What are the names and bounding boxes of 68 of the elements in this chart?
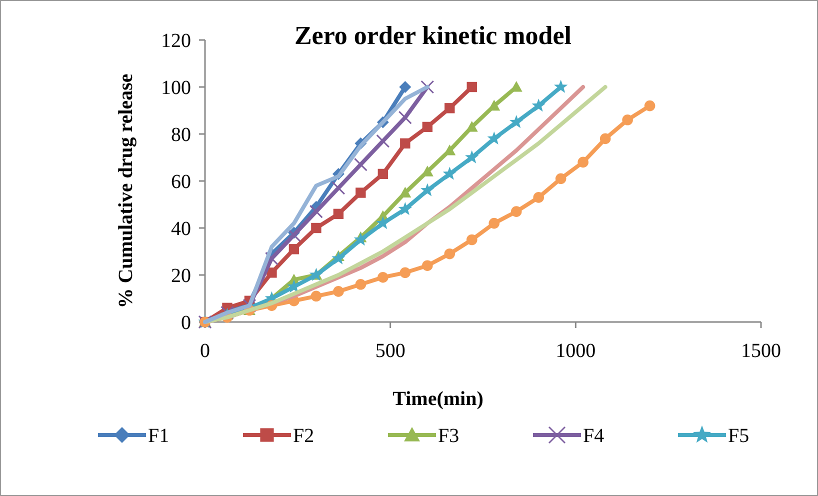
point (488, 100, 500, 111)
point (510, 115, 524, 128)
point (533, 192, 544, 203)
y-tick-label: 60 (171, 171, 191, 193)
point (644, 100, 656, 112)
point (288, 244, 300, 254)
point (444, 103, 455, 114)
y-tick-label: 100 (161, 77, 191, 99)
point (466, 120, 478, 132)
point (311, 222, 322, 234)
point (488, 218, 500, 229)
point (420, 183, 434, 196)
point (333, 286, 344, 297)
point (287, 228, 301, 242)
point (354, 158, 368, 172)
point (310, 290, 322, 302)
point (333, 208, 344, 219)
point (398, 110, 412, 124)
point (422, 260, 433, 271)
y-axis-title: % Cumulative drug release (115, 74, 137, 308)
point (399, 186, 412, 198)
point (422, 122, 432, 132)
point (400, 138, 410, 148)
y-tick-label: 0 (181, 312, 191, 334)
x-tick-label: 500 (375, 340, 406, 362)
point (332, 181, 346, 195)
legend-label: F5 (728, 425, 750, 447)
legend-label: F2 (293, 425, 314, 447)
point (378, 168, 388, 180)
legend-label: F4 (583, 425, 604, 447)
chart-title: Zero order kinetic model (294, 21, 572, 50)
legend-label: F1 (148, 425, 170, 447)
point (466, 82, 477, 92)
point (420, 80, 434, 94)
point (356, 188, 366, 198)
point (622, 114, 633, 126)
point (398, 202, 412, 216)
point (510, 206, 522, 217)
point (466, 234, 478, 246)
point (399, 81, 412, 93)
y-tick-label: 20 (171, 265, 191, 287)
point (444, 248, 456, 260)
point (487, 132, 501, 145)
point (309, 204, 323, 218)
point (532, 98, 546, 112)
y-tick-label: 40 (171, 218, 191, 240)
point (600, 133, 611, 144)
x-tick-label: 1000 (556, 340, 596, 362)
point (354, 232, 368, 246)
point (376, 134, 390, 148)
legend-label: F3 (438, 425, 460, 447)
point (554, 80, 568, 93)
point (332, 251, 346, 264)
point (578, 156, 588, 168)
point (442, 166, 456, 180)
point (555, 173, 566, 184)
x-tick-label: 0 (200, 340, 210, 362)
point (376, 216, 390, 230)
y-tick-label: 120 (161, 30, 191, 52)
point (378, 272, 388, 283)
point (355, 279, 366, 290)
y-tick-label: 80 (171, 124, 191, 146)
x-tick-label: 1500 (741, 340, 781, 362)
point (400, 267, 411, 278)
point (465, 150, 479, 164)
point (266, 268, 277, 278)
point (264, 252, 278, 266)
x-axis-title: Time(min) (392, 388, 484, 410)
